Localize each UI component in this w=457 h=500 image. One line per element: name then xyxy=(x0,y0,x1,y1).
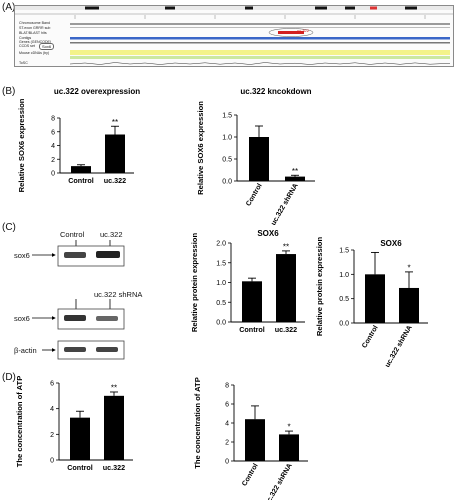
panel-label-d: (D) xyxy=(2,372,16,383)
wb-row-sox6-1: sox6 xyxy=(14,251,30,260)
track-label: Chromosome Band xyxy=(19,21,50,25)
track-label: ToSC xyxy=(19,61,28,65)
blot-sox6-knockdown xyxy=(57,308,125,330)
wb-lane-uc322-shrna: uc.322 shRNA xyxy=(94,290,143,299)
panel-label-a: (A) xyxy=(2,2,16,13)
blot-band xyxy=(64,252,86,258)
blot-band xyxy=(64,347,86,352)
wb-lane-uc322: uc.322 xyxy=(100,230,123,239)
track-label: ST.exon GRRR sub xyxy=(19,26,51,30)
wb-row-beta-actin: β-actin xyxy=(14,346,37,355)
panel-label-c: (C) xyxy=(2,222,16,233)
panel-label-b: (B) xyxy=(2,86,16,97)
blot-band xyxy=(96,251,120,258)
wb-lane-control: Control xyxy=(60,230,85,239)
gene-label: Sox6 xyxy=(39,43,55,50)
blot-band xyxy=(96,347,118,352)
region-label: uc.322 xyxy=(297,28,310,33)
blot-band xyxy=(64,315,86,321)
wb-row-sox6-2: sox6 xyxy=(14,314,30,323)
track-label: Contigs xyxy=(19,36,32,40)
track-label: CCDS set xyxy=(19,44,35,48)
track-label: BLAT/BLAST hits xyxy=(19,31,47,35)
genome-browser-view: Chromosome Band ST.exon GRRR sub BLAT/BL… xyxy=(14,5,454,67)
genome-browser-tracks xyxy=(15,6,453,65)
blot-beta-actin xyxy=(57,340,125,360)
track-label: Genes (GENCODE) xyxy=(19,40,52,44)
blot-band xyxy=(96,316,118,321)
track-label: Mouse cDNAs (by) xyxy=(19,51,50,55)
